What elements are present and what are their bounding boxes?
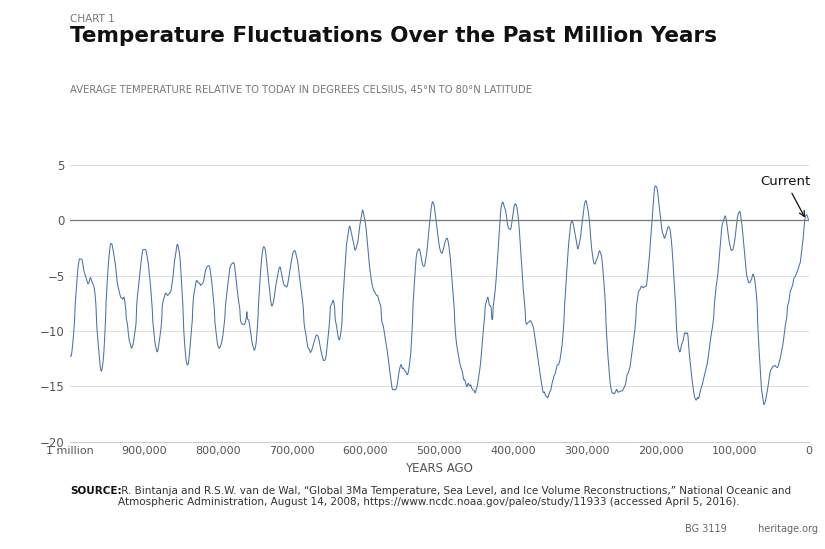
Text: heritage.org: heritage.org <box>755 524 818 534</box>
Text: AVERAGE TEMPERATURE RELATIVE TO TODAY IN DEGREES CELSIUS, 45°N TO 80°N LATITUDE: AVERAGE TEMPERATURE RELATIVE TO TODAY IN… <box>70 85 532 95</box>
Text: BG 3119: BG 3119 <box>685 524 727 534</box>
Text: Current: Current <box>761 175 811 216</box>
X-axis label: YEARS AGO: YEARS AGO <box>405 462 474 475</box>
Text: CHART 1: CHART 1 <box>70 14 115 24</box>
Text: Temperature Fluctuations Over the Past Million Years: Temperature Fluctuations Over the Past M… <box>70 26 717 46</box>
Text: R. Bintanja and R.S.W. van de Wal, “Global 3Ma Temperature, Sea Level, and Ice V: R. Bintanja and R.S.W. van de Wal, “Glob… <box>118 486 791 507</box>
Text: SOURCE:: SOURCE: <box>70 486 122 496</box>
